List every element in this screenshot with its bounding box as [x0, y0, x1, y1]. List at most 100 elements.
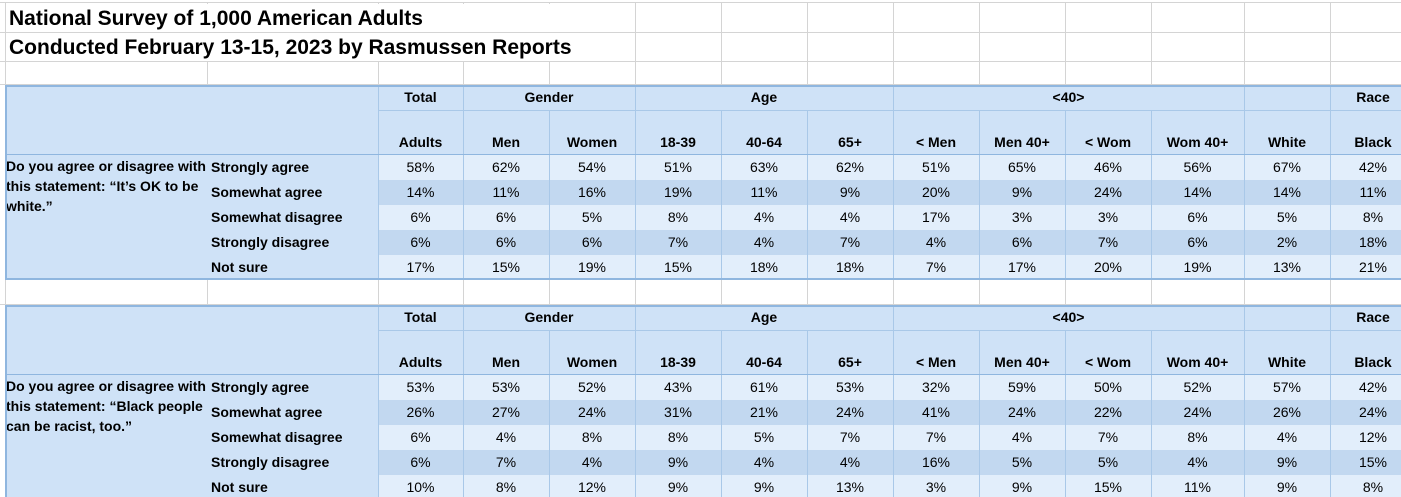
grid-line: [463, 62, 464, 85]
column-header: < Men: [915, 354, 957, 370]
value-cell: 57%: [1272, 379, 1302, 395]
group-line: [463, 85, 464, 110]
group-line: [1244, 85, 1245, 110]
value-cell: 7%: [495, 454, 517, 470]
value-cell: 4%: [1187, 454, 1208, 470]
value-cell: 7%: [1097, 234, 1119, 250]
grid-line: [979, 3, 980, 33]
header-line: [5, 154, 1401, 155]
value-cell: 18%: [749, 259, 779, 275]
cell-line: [1151, 330, 1152, 497]
row-label: Somewhat agree: [211, 404, 323, 420]
data-row-bg: [378, 155, 1401, 180]
column-header: Men 40+: [994, 134, 1050, 150]
value-cell: 15%: [491, 259, 521, 275]
row-label: Somewhat disagree: [211, 429, 343, 445]
grid-line: [549, 280, 550, 305]
value-cell: 6%: [1011, 234, 1033, 250]
column-header: < Men: [915, 134, 957, 150]
value-cell: 5%: [581, 209, 603, 225]
value-cell: 10%: [406, 479, 435, 495]
grid-line: [979, 62, 980, 85]
cell-line: [463, 330, 464, 497]
value-cell: 24%: [577, 404, 607, 420]
value-cell: 4%: [839, 209, 861, 225]
value-cell: 8%: [1187, 429, 1208, 445]
group-line: [463, 305, 464, 330]
value-cell: 6%: [495, 209, 517, 225]
cell-line: [378, 330, 379, 497]
grid-line: [1244, 3, 1245, 33]
table-border: [5, 85, 1401, 280]
cell-line: [549, 330, 550, 497]
value-cell: 4%: [581, 454, 603, 470]
grid-line: [1330, 280, 1331, 305]
value-cell: 19%: [577, 259, 607, 275]
grid-line: [1330, 62, 1331, 85]
title-line: National Survey of 1,000 American Adults: [9, 7, 423, 30]
grid-line: [549, 62, 550, 85]
grid-line: [893, 62, 894, 85]
data-row-bg: [378, 255, 1401, 280]
value-cell: 11%: [750, 184, 778, 200]
value-cell: 4%: [1011, 429, 1033, 445]
cell-line: [463, 110, 464, 280]
grid-line: [635, 33, 636, 62]
grid-line: [207, 280, 208, 305]
column-header: Wom 40+: [1166, 134, 1229, 150]
value-cell: 5%: [1011, 454, 1033, 470]
value-cell: 9%: [1011, 184, 1033, 200]
cell-line: [807, 110, 808, 280]
group-header: Race: [1356, 89, 1390, 105]
value-cell: 18%: [835, 259, 865, 275]
cell-line: [549, 110, 550, 280]
grid-line: [721, 62, 722, 85]
value-cell: 6%: [1187, 234, 1208, 250]
grid-line: [1065, 280, 1066, 305]
value-cell: 11%: [1184, 479, 1211, 495]
grid-line: [635, 280, 636, 305]
grid-line: [1330, 33, 1331, 62]
value-cell: 53%: [491, 379, 521, 395]
grid-line: [1065, 3, 1066, 33]
value-cell: 21%: [1358, 259, 1388, 275]
value-cell: 67%: [1272, 159, 1302, 175]
row-label: Somewhat disagree: [211, 209, 343, 225]
value-cell: 3%: [1011, 209, 1033, 225]
grid-line: [378, 280, 379, 305]
value-cell: 20%: [1093, 259, 1123, 275]
grid-line: [721, 3, 722, 33]
value-cell: 63%: [749, 159, 779, 175]
value-cell: 41%: [921, 404, 951, 420]
value-cell: 9%: [667, 454, 689, 470]
value-cell: 15%: [1093, 479, 1123, 495]
value-cell: 4%: [1276, 429, 1298, 445]
value-cell: 8%: [495, 479, 517, 495]
cell-line: [807, 330, 808, 497]
group-header: Gender: [524, 309, 574, 325]
column-header: Men: [492, 134, 520, 150]
grid-line: [207, 62, 208, 85]
column-header: White: [1267, 134, 1307, 150]
grid-line: [1244, 33, 1245, 62]
value-cell: 4%: [753, 234, 775, 250]
value-cell: 7%: [667, 234, 689, 250]
value-cell: 61%: [749, 379, 779, 395]
value-cell: 24%: [835, 404, 865, 420]
column-header: 18-39: [660, 354, 696, 370]
grid-line: [807, 33, 808, 62]
grid-line: [979, 280, 980, 305]
value-cell: 21%: [749, 404, 779, 420]
cell-line: [1244, 110, 1245, 280]
cell-line: [979, 330, 980, 497]
column-header: < Wom: [1084, 354, 1132, 370]
value-cell: 12%: [577, 479, 607, 495]
value-cell: 65%: [1007, 159, 1037, 175]
data-row-bg: [378, 205, 1401, 230]
value-cell: 3%: [925, 479, 947, 495]
group-header: Age: [750, 89, 778, 105]
value-cell: 4%: [495, 429, 517, 445]
data-row-bg: [378, 180, 1401, 205]
column-header: 65+: [838, 134, 862, 150]
row-label: Strongly agree: [211, 159, 310, 175]
